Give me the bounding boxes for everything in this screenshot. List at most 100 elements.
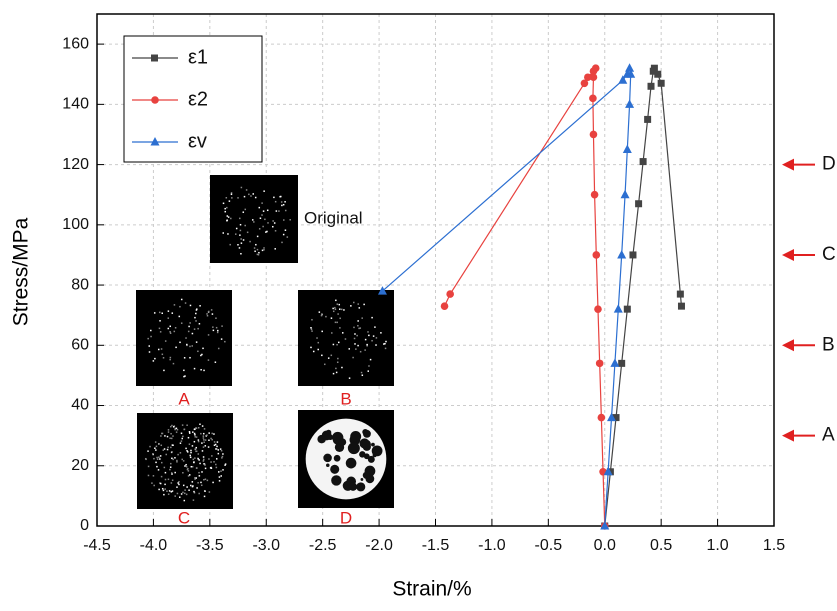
inset-speck (254, 196, 257, 199)
inset-speck (273, 196, 275, 199)
inset-speck (221, 325, 223, 327)
inset-speck (243, 195, 246, 198)
inset-speck (266, 230, 268, 233)
inset-speck (194, 448, 197, 450)
inset-speck (191, 332, 194, 335)
inset-speck (357, 344, 359, 347)
inset-speck (176, 461, 178, 463)
inset-speck (213, 441, 216, 443)
inset-speck (252, 193, 255, 195)
inset-speck (310, 328, 313, 331)
inset-speck (367, 331, 369, 333)
inset-speck (321, 330, 323, 333)
inset-speck (196, 487, 198, 489)
inset-speck (167, 493, 170, 495)
inset-speck (248, 193, 250, 196)
inset-speck (227, 216, 230, 218)
inset-speck (172, 458, 174, 461)
inset-speck (167, 317, 170, 319)
inset-speck (281, 241, 283, 244)
inset-speck (159, 331, 162, 333)
inset-speck (368, 334, 370, 337)
inset-speck (175, 346, 177, 349)
point (654, 70, 662, 78)
inset-speck (194, 477, 196, 479)
inset-speck (359, 350, 362, 353)
inset-speck (199, 423, 201, 426)
inset-speck (183, 369, 185, 372)
inset-speck (186, 468, 189, 471)
inset-speck (164, 483, 166, 486)
inset-speck (227, 233, 229, 235)
y-tick-label: 60 (71, 337, 89, 354)
inset-speck (341, 366, 343, 369)
inset-speck (174, 457, 176, 459)
inset-speck (359, 327, 362, 329)
inset-speck (180, 493, 183, 495)
inset-speck (214, 361, 217, 363)
inset-speck (161, 353, 164, 356)
point (618, 359, 626, 367)
inset-label: B (340, 389, 351, 408)
inset-speck (187, 475, 190, 477)
inset-label: A (178, 389, 190, 408)
inset-speck (186, 344, 188, 347)
inset-speck (197, 350, 199, 353)
inset-speck (198, 471, 200, 474)
inset-speck (215, 458, 218, 460)
inset-speck (197, 426, 200, 429)
inset-speck (343, 309, 345, 311)
inset-speck (183, 357, 186, 359)
inset-speck (201, 442, 203, 444)
inset-speck (239, 234, 241, 236)
inset-speck (172, 362, 175, 365)
inset-speck (181, 458, 183, 461)
annotation-arrowhead (782, 158, 794, 171)
inset-speck (263, 249, 265, 251)
inset-speck (257, 253, 260, 256)
inset-speck (202, 437, 205, 439)
inset-speck (193, 491, 196, 494)
inset-speck (336, 321, 338, 324)
inset-speck (333, 454, 341, 462)
inset-speck (217, 452, 220, 455)
inset-speck (203, 428, 206, 430)
inset-speck (278, 210, 280, 212)
inset-label: C (178, 508, 190, 527)
inset-speck (200, 481, 202, 484)
inset-speck (195, 320, 197, 322)
inset-speck (156, 465, 158, 468)
inset-speck (367, 455, 375, 463)
inset-speck (338, 303, 341, 306)
inset-speck (175, 431, 178, 433)
inset-speck (256, 253, 259, 256)
inset-speck (212, 329, 215, 332)
inset-speck (179, 305, 181, 308)
point (607, 412, 617, 422)
point (592, 251, 601, 259)
inset-speck (180, 440, 183, 442)
point (635, 200, 643, 208)
inset-speck (158, 443, 160, 445)
inset-speck (203, 463, 205, 465)
inset-speck (347, 442, 360, 455)
inset-speck (326, 463, 330, 468)
inset-speck (160, 475, 163, 478)
inset-speck (282, 203, 285, 206)
inset-speck (282, 233, 285, 236)
inset-speck (199, 462, 201, 465)
inset-speck (321, 313, 323, 315)
inset-speck (216, 441, 219, 443)
inset-speck (201, 471, 203, 473)
x-tick-label: -3.5 (196, 537, 224, 554)
inset-speck (338, 438, 347, 446)
inset-speck (169, 331, 171, 333)
inset-speck (366, 343, 368, 346)
inset-speck (177, 482, 179, 484)
inset-speck (265, 231, 267, 233)
inset-speck (174, 428, 176, 431)
x-tick-label: 0.5 (650, 537, 672, 554)
inset-speck (203, 439, 205, 441)
inset-speck (364, 349, 366, 351)
point (597, 413, 606, 422)
